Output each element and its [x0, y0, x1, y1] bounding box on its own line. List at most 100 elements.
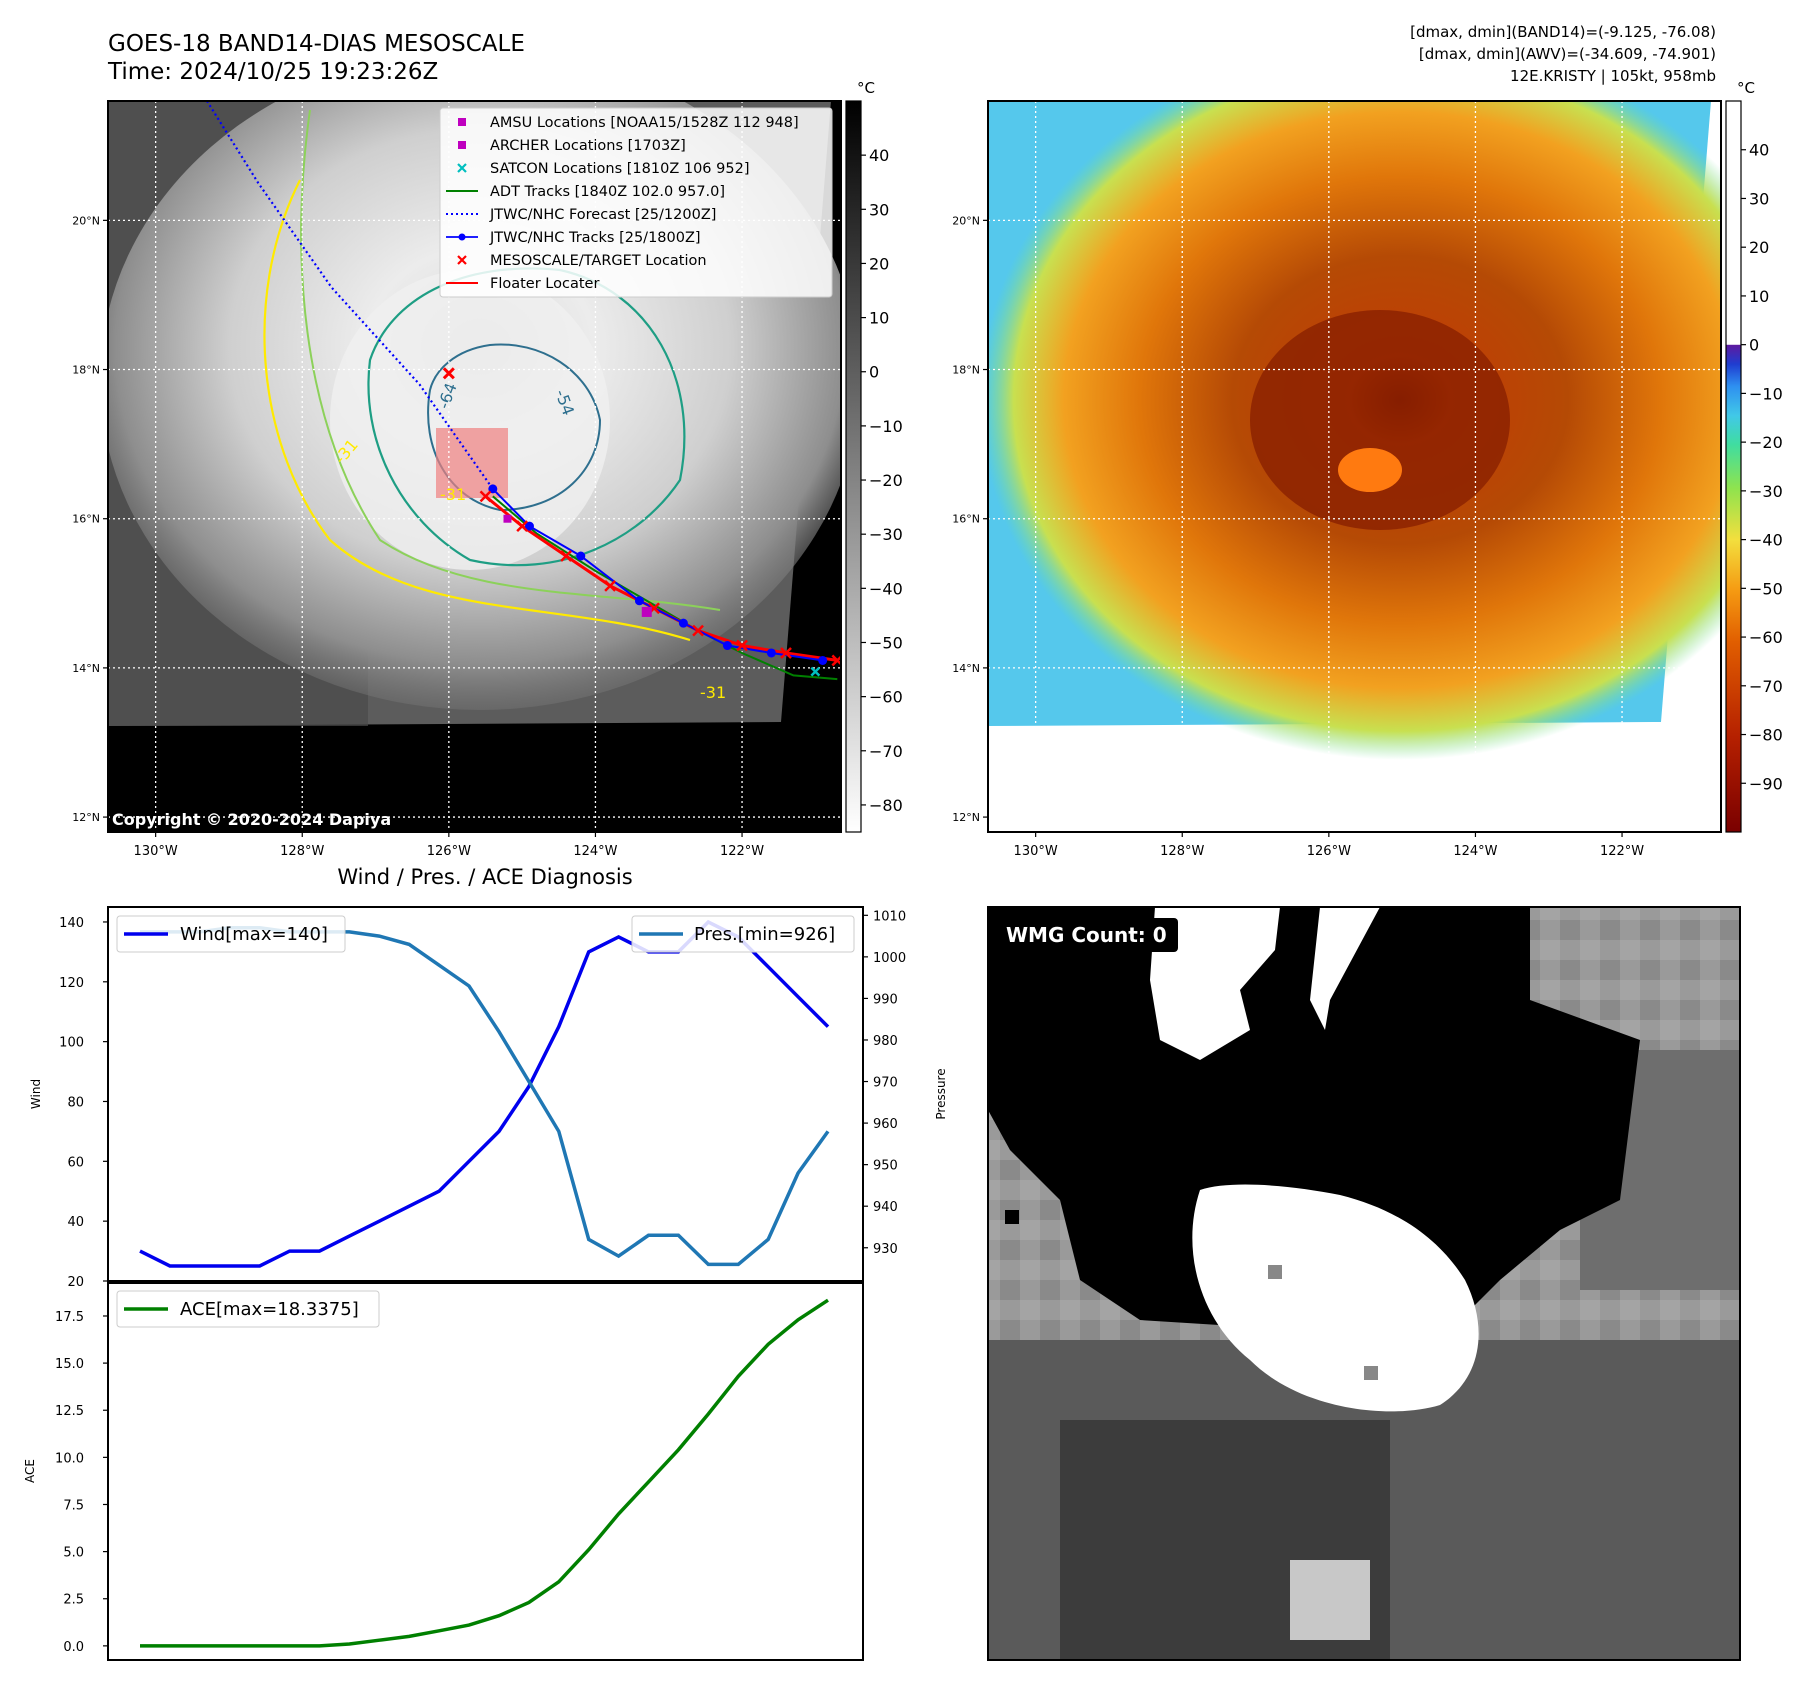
ir-colorbar-unit: °C	[857, 79, 875, 97]
pressure-tick-label: 1010	[873, 909, 906, 924]
wind-tick-label: 100	[59, 1036, 84, 1051]
ace-frame	[107, 1282, 864, 1661]
target-location-marker	[692, 624, 704, 637]
pressure-legend-box	[631, 915, 855, 953]
target-location-marker	[736, 639, 748, 652]
pressure-legend-label: Pres.[min=926]	[694, 924, 835, 945]
amsu-location-marker	[641, 606, 652, 617]
legend-item: MESOSCALE/TARGET Location	[457, 253, 707, 269]
lon-tick-label: 128°W	[280, 844, 324, 859]
legend-label: ADT Tracks [1840Z 102.0 957.0]	[490, 184, 725, 200]
jtwc-track-point	[488, 484, 498, 494]
ace-chart: 17.5 15.0 12.5 10.0 7.5 5.0 2.5 0.0 ACE ACE[max…	[23, 1282, 864, 1661]
map-axis-ticks: 130°W 128°W 126°W 124°W 122°W 20°N 18°N 16°N 14°…	[72, 214, 1644, 859]
colorbar-tick-label: 40	[1749, 141, 1769, 160]
contour-lightgreen	[300, 109, 721, 611]
ir-colorbar: °C 40 30 20 10 0 −10 −20 −30 −40 −50 −60 −70 −80	[845, 79, 903, 833]
pressure-axis-label: Pressure	[934, 1068, 948, 1119]
wind-tick-label: 80	[67, 1095, 84, 1110]
wind-tick-label: 140	[59, 916, 84, 931]
figure-time: Time: 2024/10/25 19:23:26Z	[107, 59, 438, 85]
storm-info: 12E.KRISTY | 105kt, 958mb	[1510, 67, 1716, 85]
lon-tick-label: 126°W	[1307, 844, 1351, 859]
wmg-white-upper	[1150, 907, 1280, 1060]
colorbar-tick-label: −10	[1749, 384, 1783, 403]
contour-label-31b: -31	[440, 485, 466, 504]
lat-tick-label: 16°N	[952, 513, 980, 526]
wmg-white-upper-2	[1310, 907, 1380, 1030]
ace-tick-label: 2.5	[63, 1593, 84, 1608]
pressure-axis-ticks: 1010 1000 990 980 970 960 950 940 930	[863, 909, 906, 1257]
legend-box	[439, 107, 833, 298]
legend-label: JTWC/NHC Tracks [25/1800Z]	[489, 230, 701, 246]
lat-tick-label: 14°N	[72, 662, 100, 675]
legend-label: Floater Locater	[490, 276, 599, 292]
colorbar-tick-label: 30	[1749, 189, 1769, 208]
pressure-tick-label: 930	[873, 1242, 898, 1257]
pressure-tick-label: 960	[873, 1117, 898, 1132]
ir-core	[330, 270, 610, 570]
ace-tick-label: 12.5	[55, 1404, 84, 1419]
jtwc-track-point	[722, 641, 732, 651]
wind-tick-label: 120	[59, 976, 84, 991]
dmax-awv: [dmax, dmin](AWV)=(-34.609, -74.901)	[1419, 45, 1716, 63]
lon-tick-label: 130°W	[134, 844, 178, 859]
lon-tick-label: 122°W	[1600, 844, 1644, 859]
awv-colorbar-bar	[1725, 100, 1742, 833]
pressure-legend: Pres.[min=926]	[631, 915, 855, 953]
legend-marker-dot	[458, 233, 466, 241]
legend-marker	[457, 163, 467, 173]
lon-tick-label: 124°W	[1453, 844, 1497, 859]
awv-colorbar: °C 40 30 20 10 0 −10 −20 −30 −40 −50 −60 −70 −80 −90	[1725, 79, 1783, 833]
map-legend: AMSU Locations [NOAA15/1528Z 112 948] ARC…	[439, 107, 833, 298]
jtwc-track-point	[634, 596, 644, 606]
pressure-tick-label: 1000	[873, 951, 906, 966]
awv-map-panel	[987, 100, 1722, 833]
ace-line	[140, 1298, 829, 1648]
wind-tick-label: 20	[67, 1275, 84, 1290]
colorbar-tick-label: −50	[1749, 579, 1783, 598]
colorbar-tick-label: 0	[1749, 336, 1759, 355]
lon-tick-label: 122°W	[720, 844, 764, 859]
colorbar-tick-label: −30	[869, 525, 903, 544]
lat-tick-label: 16°N	[72, 513, 100, 526]
wind-legend: Wind[max=140]	[116, 915, 346, 953]
adt-track	[492, 495, 838, 681]
colorbar-tick-label: −40	[1749, 531, 1783, 550]
colorbar-tick-label: −50	[869, 633, 903, 652]
ace-tick-label: 7.5	[63, 1498, 84, 1513]
pressure-tick-label: 950	[873, 1159, 898, 1174]
colorbar-tick-label: −70	[869, 742, 903, 761]
target-location-marker	[516, 520, 529, 533]
wmg-gray-dot-2	[1364, 1366, 1378, 1380]
ace-tick-label: 10.0	[55, 1451, 84, 1466]
ir-tracks	[206, 101, 841, 681]
lat-tick-label: 20°N	[952, 214, 980, 227]
ace-legend-box	[116, 1290, 380, 1328]
wmg-panel: WMG Count: 0	[987, 906, 1741, 1661]
ace-legend: ACE[max=18.3375]	[116, 1290, 380, 1328]
ace-tick-label: 15.0	[55, 1357, 84, 1372]
awv-colorbar-unit: °C	[1737, 79, 1755, 97]
archer-location-marker	[503, 514, 512, 523]
legend-marker	[458, 118, 466, 126]
legend-label: AMSU Locations [NOAA15/1528Z 112 948]	[490, 115, 799, 131]
wind-tick-label: 40	[67, 1215, 84, 1230]
target-location-marker	[780, 647, 792, 659]
legend-item: JTWC/NHC Forecast [25/1200Z]	[446, 207, 716, 223]
wind-axis-label: Wind	[29, 1079, 43, 1109]
wind-pressure-frame	[107, 906, 864, 1282]
wmg-gray-dot-1	[1268, 1265, 1282, 1279]
ace-tick-label: 17.5	[55, 1310, 84, 1325]
legend-item: Floater Locater	[446, 276, 599, 292]
wmg-count-label: WMG Count: 0	[1006, 923, 1167, 947]
lat-tick-label: 14°N	[952, 662, 980, 675]
wmg-white-core	[1192, 1184, 1479, 1412]
awv-core	[1250, 310, 1510, 530]
lat-tick-label: 12°N	[952, 811, 980, 824]
lat-tick-label: 18°N	[952, 364, 980, 377]
legend-label: ARCHER Locations [1703Z]	[490, 138, 686, 154]
lon-tick-label: 124°W	[573, 844, 617, 859]
colorbar-tick-label: −60	[1749, 628, 1783, 647]
lat-tick-label: 12°N	[72, 811, 100, 824]
